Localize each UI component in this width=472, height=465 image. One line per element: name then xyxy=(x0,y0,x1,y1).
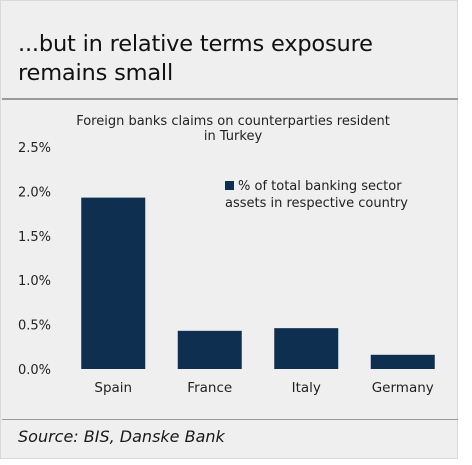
x-tick-label: Spain xyxy=(94,380,132,396)
bar-chart: Foreign banks claims on counterparties r… xyxy=(18,114,435,396)
chart-title: Foreign banks claims on counterparties r… xyxy=(76,114,390,144)
y-tick-label: 0.5% xyxy=(18,319,51,334)
legend-label-line: % of total banking sector xyxy=(238,179,402,194)
bars xyxy=(81,197,435,369)
x-tick-label: France xyxy=(187,380,232,396)
bar-italy xyxy=(274,328,339,369)
legend: % of total banking sector assets in respe… xyxy=(225,179,408,211)
bar-france xyxy=(177,330,242,369)
footer-divider xyxy=(2,419,458,420)
x-tick-label: Germany xyxy=(372,380,434,396)
bar-germany xyxy=(370,354,435,369)
y-axis: 0.0% 0.5% 1.0% 1.5% 2.0% 2.5% xyxy=(18,141,51,378)
y-tick-label: 1.0% xyxy=(18,274,51,289)
source-note: Source: BIS, Danske Bank xyxy=(18,427,225,446)
page-title: ...but in relative terms exposure remain… xyxy=(18,31,373,86)
x-axis: Spain France Italy Germany xyxy=(94,380,433,396)
y-tick-label: 1.5% xyxy=(18,230,51,245)
y-tick-label: 2.5% xyxy=(18,141,51,156)
chart-title-line: Foreign banks claims on counterparties r… xyxy=(76,114,390,129)
header-divider xyxy=(2,98,458,100)
chart-title-line: in Turkey xyxy=(204,129,263,144)
y-tick-label: 0.0% xyxy=(18,363,51,378)
bar-spain xyxy=(81,197,146,369)
chart-panel: ...but in relative terms exposure remain… xyxy=(0,0,458,459)
y-tick-label: 2.0% xyxy=(18,185,51,200)
legend-label-line: assets in respective country xyxy=(225,196,408,211)
x-tick-label: Italy xyxy=(292,380,321,396)
legend-swatch xyxy=(225,181,234,190)
